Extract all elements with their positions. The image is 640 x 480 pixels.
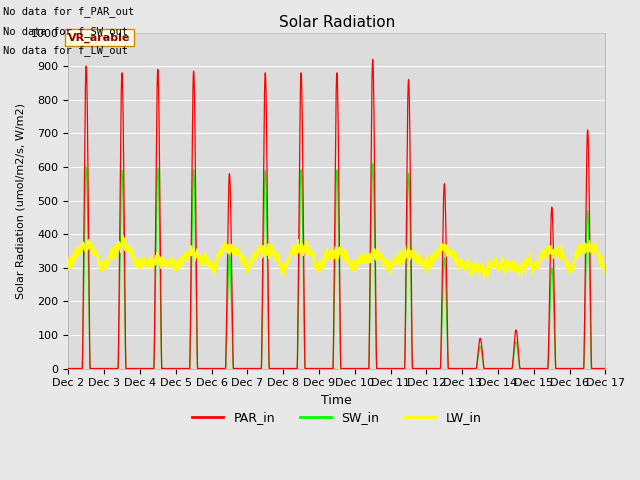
Text: No data for f_LW_out: No data for f_LW_out [3,45,128,56]
Text: No data for f_SW_out: No data for f_SW_out [3,25,128,36]
Legend: PAR_in, SW_in, LW_in: PAR_in, SW_in, LW_in [188,407,486,430]
Text: No data for f_PAR_out: No data for f_PAR_out [3,6,134,17]
Text: VR_arable: VR_arable [68,33,131,43]
X-axis label: Time: Time [321,394,352,407]
Y-axis label: Solar Radiation (umol/m2/s, W/m2): Solar Radiation (umol/m2/s, W/m2) [15,103,25,299]
Title: Solar Radiation: Solar Radiation [279,15,395,30]
